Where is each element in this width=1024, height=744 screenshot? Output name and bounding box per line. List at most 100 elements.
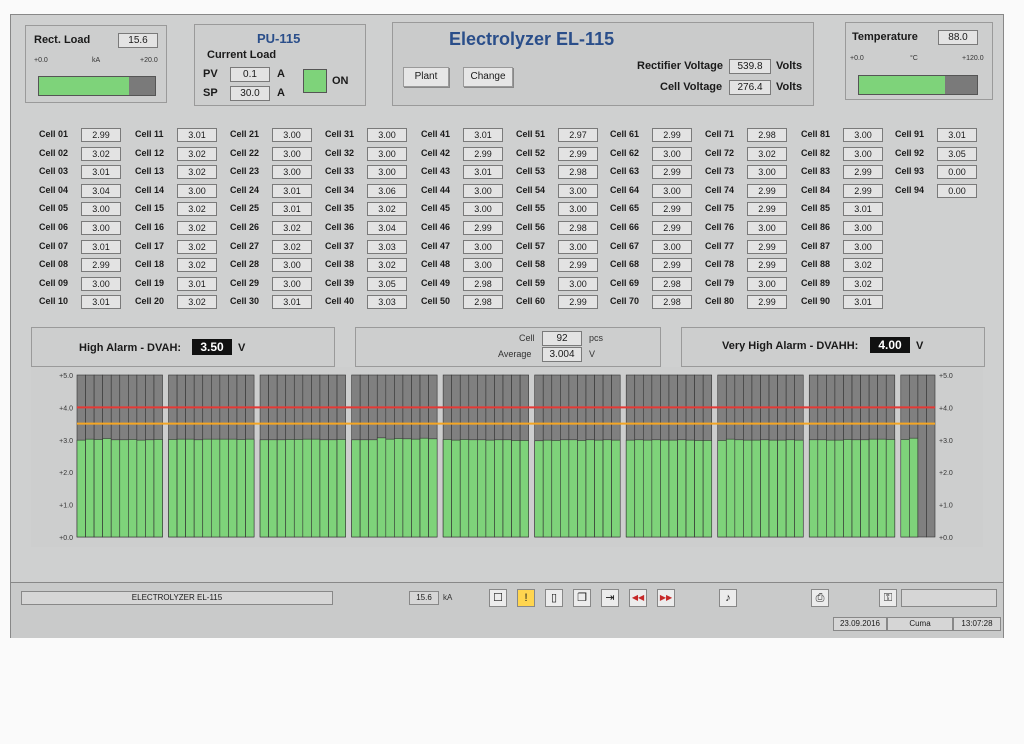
cell-bar	[185, 438, 195, 538]
cell-value: 2.97	[558, 128, 598, 142]
cell-bar	[228, 438, 238, 538]
very-high-alarm-label: Very High Alarm - DVAHH:	[722, 340, 859, 352]
cell-label: Cell 36	[325, 222, 355, 232]
cell-value: 3.02	[81, 146, 121, 161]
pages-icon[interactable]: ❐	[573, 589, 591, 607]
cell-value: 2.99	[652, 202, 692, 217]
cell-bar	[885, 439, 896, 538]
cell-value: 2.98	[558, 165, 598, 180]
cell-label: Cell 75	[705, 203, 735, 214]
export-icon[interactable]: ⇥	[601, 589, 619, 607]
y-tick-right: +1.0	[939, 503, 953, 510]
cell-value: 3.01	[272, 183, 312, 198]
cell-bar	[202, 438, 212, 538]
report-icon[interactable]: ☐	[489, 589, 507, 607]
cell-label: Cell 05	[39, 203, 69, 214]
average-value: 3.004	[542, 347, 582, 362]
cell-bar	[611, 439, 621, 538]
cell-label: Cell 89	[801, 277, 831, 288]
y-tick-left: +3.0	[59, 438, 73, 445]
cell-label: Cell 83	[801, 166, 831, 177]
cell-bar	[236, 439, 246, 538]
cell-value: 3.00	[367, 128, 407, 142]
cell-value: 3.01	[177, 276, 217, 291]
cell-value: 3.02	[843, 276, 883, 291]
plant-button[interactable]: Plant	[403, 67, 449, 87]
cell-label: Cell 12	[135, 147, 165, 158]
cell-value: 3.00	[463, 239, 503, 254]
temperature-max: +120.0	[962, 55, 984, 62]
cell-label: Cell 66	[610, 222, 640, 232]
cell-label: Cell 26	[230, 222, 260, 232]
high-alarm-unit: V	[238, 342, 246, 354]
y-tick-left: +2.0	[59, 470, 73, 477]
cell-label: Cell 78	[705, 259, 735, 270]
status-date: 23.09.2016	[833, 617, 887, 631]
cell-bar-background	[917, 374, 927, 538]
cell-value: 3.00	[177, 183, 217, 198]
cell-label: Cell 23	[230, 166, 260, 177]
cell-label: Cell 08	[39, 259, 69, 270]
cell-label: Cell 28	[230, 259, 260, 270]
cell-bar	[577, 440, 587, 538]
cell-bar	[477, 439, 487, 538]
cell-label: Cell 84	[801, 184, 831, 195]
alarm-icon[interactable]: !	[517, 589, 535, 607]
cell-bar	[594, 439, 604, 538]
cell-value: 3.00	[558, 183, 598, 198]
cell-value: 2.99	[558, 258, 598, 273]
cell-label: Cell 52	[516, 147, 546, 158]
cell-label: Cell 87	[801, 240, 831, 251]
high-alarm-value: 3.50	[192, 339, 232, 355]
cell-bar-background	[926, 374, 936, 538]
cell-label: Cell 06	[39, 222, 69, 232]
cell-bar	[794, 439, 804, 538]
cell-value: 3.00	[558, 239, 598, 254]
cell-label: Cell 21	[230, 129, 260, 139]
cell-bar	[585, 439, 595, 538]
sound-icon[interactable]: ♪	[719, 589, 737, 607]
key-icon[interactable]: ⚿	[879, 589, 897, 607]
cell-count-value: 92	[542, 331, 582, 346]
cell-bar	[734, 439, 744, 538]
temperature-fill	[859, 76, 946, 94]
y-tick-right: +4.0	[939, 405, 953, 412]
cell-label: Cell 40	[325, 296, 355, 307]
previous-icon[interactable]: ◀◀	[629, 589, 647, 607]
cell-bar	[817, 439, 827, 538]
cell-label: Cell 53	[516, 166, 546, 177]
cell-value: 2.98	[558, 221, 598, 235]
cell-bar	[568, 439, 578, 538]
cell-label: Cell 82	[801, 147, 831, 158]
cell-count-unit: pcs	[589, 333, 604, 343]
cell-label: Cell 33	[325, 166, 355, 177]
next-icon[interactable]: ▶▶	[657, 589, 675, 607]
cell-bar	[694, 440, 704, 538]
rectifier-voltage-value: 539.8	[729, 59, 771, 74]
rect-load-min: +0.0	[34, 57, 48, 64]
y-tick-right: +2.0	[939, 470, 953, 477]
printer-icon[interactable]: ⎙	[811, 589, 829, 607]
y-tick-left: +0.0	[59, 535, 73, 542]
change-button[interactable]: Change	[463, 67, 513, 87]
cell-bar	[760, 439, 770, 538]
cell-bar	[668, 439, 678, 538]
cell-label: Cell 93	[895, 166, 925, 177]
cell-bar	[93, 439, 103, 538]
cell-value: 3.00	[272, 276, 312, 291]
cell-label: Cell 24	[230, 184, 260, 195]
cell-label: Cell 54	[516, 184, 546, 195]
cell-value: 3.02	[747, 146, 787, 161]
document-icon[interactable]: ▯	[545, 589, 563, 607]
cell-label: Cell 11	[135, 129, 164, 139]
cell-bar	[76, 439, 86, 538]
cell-label: Cell 04	[39, 184, 69, 195]
cell-bar	[826, 439, 836, 538]
cell-bar	[419, 437, 429, 538]
cell-label: Cell 10	[39, 296, 69, 307]
cell-value: 2.99	[652, 258, 692, 273]
cell-value: 2.99	[558, 146, 598, 161]
cell-value: 2.98	[652, 276, 692, 291]
cell-value: 3.05	[367, 276, 407, 291]
cell-value: 0.00	[937, 183, 977, 198]
